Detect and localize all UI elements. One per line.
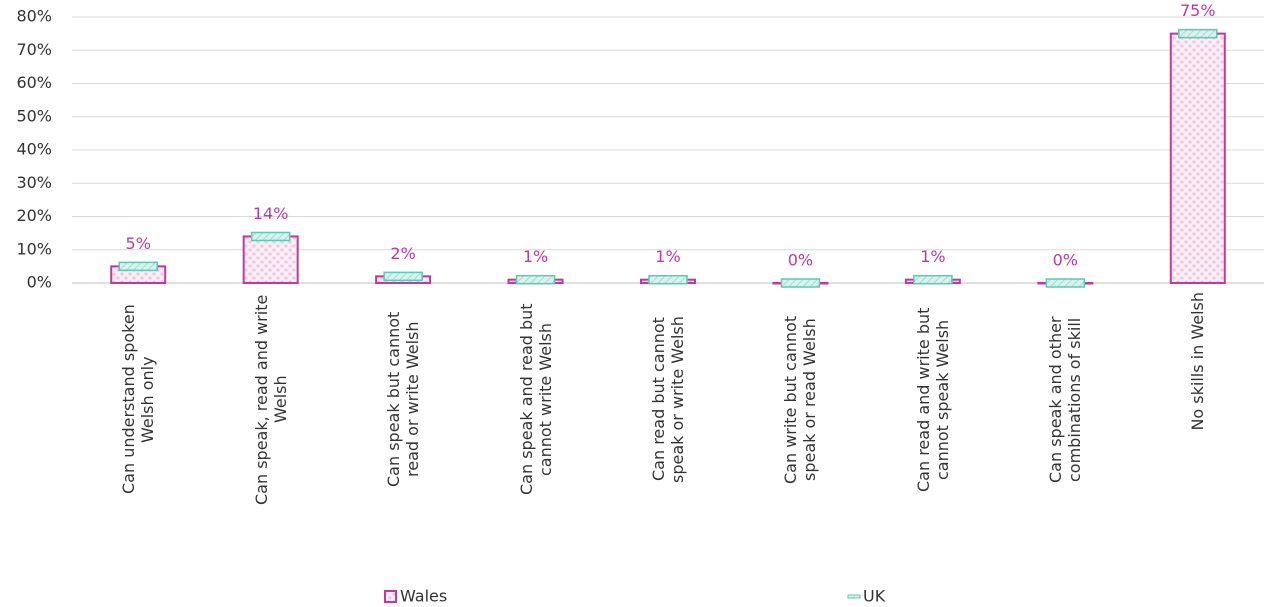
x-tick-label: Can speak and read but cannot write Wels…	[516, 303, 555, 496]
bar	[1169, 32, 1226, 284]
x-tick-label: Can read and write but cannot speak Wels…	[913, 307, 952, 492]
x-tick-label: No skills in Welsh	[1188, 292, 1208, 431]
uk-marker	[1178, 28, 1218, 39]
bar	[242, 235, 299, 284]
y-tick-label: 30%	[16, 173, 52, 192]
y-tick-label: 0%	[27, 273, 52, 292]
y-tick-label: 80%	[16, 7, 52, 26]
y-tick-label: 50%	[16, 106, 52, 125]
legend-swatch	[384, 590, 397, 603]
y-tick-label: 70%	[16, 40, 52, 59]
uk-marker	[250, 231, 291, 242]
uk-marker	[648, 274, 688, 285]
y-tick-label: 60%	[16, 73, 52, 92]
uk-marker	[1045, 278, 1086, 288]
x-tick-label: Can write but cannot speak or read Welsh	[781, 315, 820, 484]
legend-label: UK	[863, 587, 886, 606]
data-label: 0%	[1053, 251, 1078, 270]
x-tick-label: Can read but cannot speak or write Welsh	[649, 316, 687, 483]
legend-label: Wales	[400, 587, 447, 606]
data-label: 5%	[126, 234, 151, 253]
y-tick-label: 40%	[16, 140, 52, 159]
x-tick-label: Can speak but cannot read or write Welsh	[384, 311, 423, 488]
y-tick-label: 20%	[16, 206, 52, 225]
data-label: 2%	[390, 244, 415, 263]
data-label: 1%	[920, 247, 945, 266]
uk-marker	[118, 261, 158, 272]
x-tick-label: Can speak, read and write Welsh	[251, 294, 290, 505]
data-label: 1%	[523, 247, 548, 266]
data-label: 0%	[788, 251, 813, 270]
uk-marker	[913, 274, 953, 285]
uk-marker	[515, 274, 556, 285]
legend-swatch	[847, 594, 861, 599]
data-label: 1%	[655, 247, 680, 266]
data-label: 14%	[253, 204, 289, 223]
y-tick-label: 10%	[16, 239, 52, 258]
uk-marker	[780, 278, 821, 288]
x-tick-label: Can speak and other combinations of skil…	[1046, 316, 1085, 483]
x-tick-label: Can understand spoken Welsh only	[119, 304, 158, 495]
uk-marker	[383, 271, 423, 282]
data-label: 75%	[1180, 1, 1216, 20]
